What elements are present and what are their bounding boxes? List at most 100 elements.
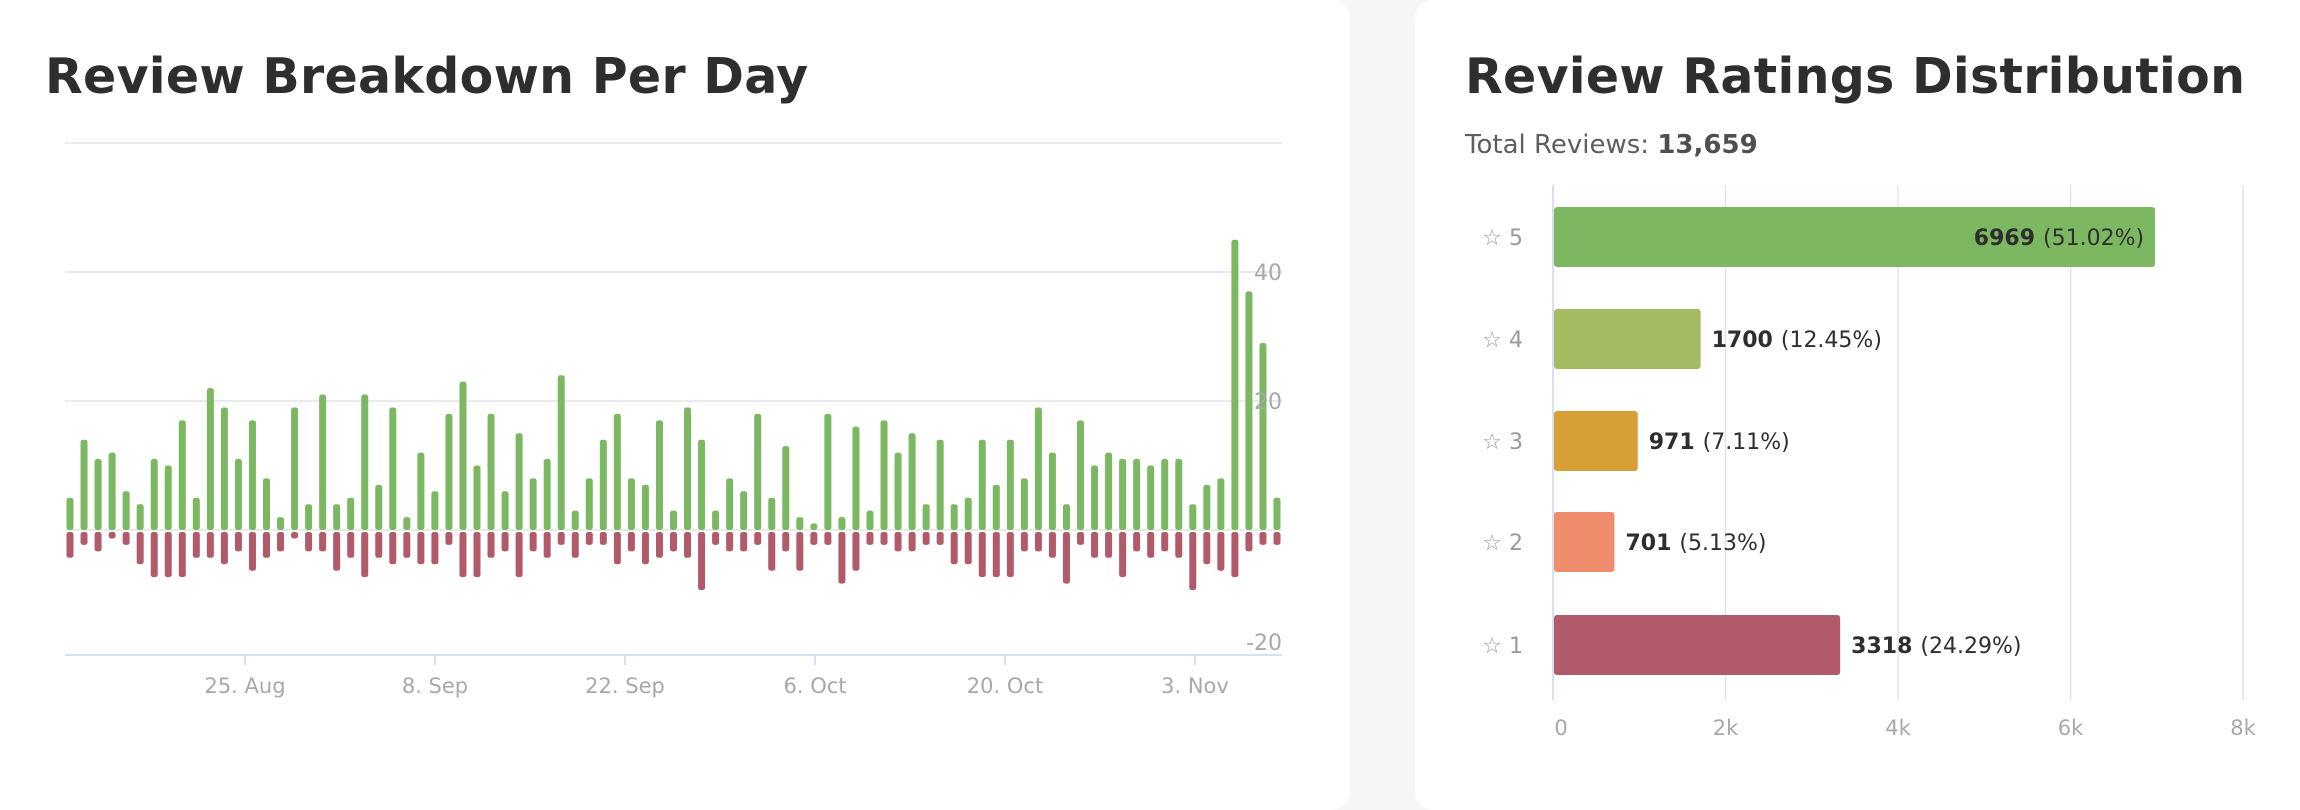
negative-bar [1077,532,1085,545]
negative-bar [1020,532,1028,552]
total-reviews-value: 13,659 [1657,130,1758,160]
negative-bar [852,532,860,571]
ratings-distribution-title: Review Ratings Distribution [1465,48,2246,105]
positive-bar [670,510,677,530]
positive-bar [1161,459,1169,530]
negative-bar [992,532,1000,578]
negative-bar [1147,532,1155,558]
negative-bar [810,532,818,545]
negative-bar [557,532,565,545]
negative-bar [796,532,804,571]
rating-category-label: ☆ 3 [1482,430,1523,455]
positive-bar [220,407,228,530]
negative-bar [1259,532,1267,545]
rating-category-label: ☆ 2 [1482,531,1523,556]
positive-bar [487,413,495,530]
positive-bar [262,478,270,530]
positive-bar [852,426,860,530]
rating-category-label: ☆ 5 [1482,226,1523,251]
positive-bar [445,413,453,530]
y-tick-label: 40 [1254,261,1282,286]
rating-percent: (51.02%) [2043,226,2144,251]
negative-bar [1231,532,1239,578]
daily-breakdown-card: Review Breakdown Per Day 40 20 -20 25. Aug 8… [45,48,1282,698]
negative-bar [1062,532,1070,584]
positive-bar [1077,420,1085,530]
positive-bar [585,478,593,530]
positive-bar [613,413,621,530]
positive-bar [1062,504,1070,530]
x-tick-label: 4k [1885,716,1911,740]
daily-bars [66,239,1281,591]
rating-category-label: ☆ 4 [1482,328,1523,353]
positive-bar [543,459,551,530]
rating-bar [1554,309,1701,369]
positive-bar [1034,407,1042,530]
negative-bar [1161,532,1169,552]
positive-bar [206,388,214,530]
x-tick-label: 6k [2058,716,2084,740]
negative-bar [136,532,144,565]
positive-bar [529,478,537,530]
negative-bar [291,532,299,539]
rating-data-label: 3318 (24.29%) [1851,634,2021,659]
negative-bar [487,532,495,558]
positive-bar [655,420,663,530]
positive-bar [305,504,313,530]
positive-bar [94,459,102,530]
positive-bar [1203,484,1211,530]
negative-bar [824,532,832,545]
negative-bar [361,532,369,578]
positive-bar [108,452,116,530]
negative-bar [1048,532,1056,558]
negative-bar [599,532,607,545]
positive-bar [1147,465,1155,530]
negative-bar [1091,532,1099,558]
positive-bar [838,517,846,530]
negative-bar [768,532,776,571]
positive-bar [557,375,565,530]
x-tick-label: 2k [1713,716,1739,740]
negative-bar [726,532,734,552]
rating-data-label: 701 (5.13%) [1625,531,1766,556]
negative-bar [754,532,762,545]
positive-bar [66,497,74,530]
negative-bar [122,532,130,545]
negative-bar [94,532,102,552]
positive-bar [234,459,242,530]
positive-bar [712,510,720,530]
daily-breakdown-chart: 40 20 -20 25. Aug 8. Sep 22. Sep 6. Oct 20. Oct… [65,142,1282,698]
rating-data-label: 971 (7.11%) [1649,430,1790,455]
negative-bar [417,532,425,565]
x-tick-label: 8k [2230,716,2256,740]
negative-bar [950,532,958,565]
x-tick-label: 6. Oct [783,674,846,698]
rating-data-label: 6969 (51.02%) [1974,226,2144,251]
negative-bar [389,532,397,565]
positive-bar [164,465,172,530]
x-tick-label: 22. Sep [585,674,665,698]
rating-percent: (7.11%) [1703,430,1790,455]
positive-bar [936,439,944,530]
negative-bar [922,532,930,545]
negative-bar [150,532,158,578]
total-reviews-label: Total Reviews: [1465,130,1650,160]
ratings-distribution-card: Review Ratings Distribution Total Review… [1415,0,2300,810]
negative-bar [1245,532,1253,552]
negative-bar [1119,532,1127,578]
negative-bar [234,532,242,552]
negative-bar [670,532,677,552]
positive-bar [740,491,748,530]
negative-bar [585,532,593,545]
negative-bar [66,532,74,558]
positive-bar [908,433,916,530]
positive-bar [459,381,467,530]
positive-bar [1189,504,1197,530]
positive-bar [796,517,804,530]
rating-count: 6969 [1974,226,2035,251]
positive-bar [571,510,579,530]
positive-bar [627,478,635,530]
negative-bar [936,532,944,545]
negative-bar [571,532,579,558]
negative-bar [543,532,551,558]
